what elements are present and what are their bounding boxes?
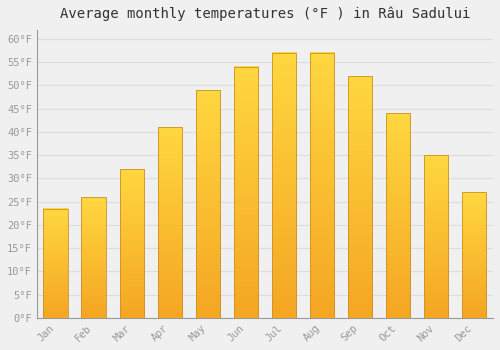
Title: Average monthly temperatures (°F ) in Râu Sadului: Average monthly temperatures (°F ) in Râ… xyxy=(60,7,470,21)
Bar xyxy=(310,53,334,318)
Bar xyxy=(348,76,372,318)
Bar xyxy=(120,169,144,318)
Bar xyxy=(158,127,182,318)
Bar xyxy=(462,192,486,318)
Bar xyxy=(82,197,106,318)
Bar xyxy=(424,155,448,318)
Bar xyxy=(196,90,220,318)
Bar xyxy=(234,67,258,318)
Bar xyxy=(272,53,296,318)
Bar xyxy=(44,209,68,318)
Bar xyxy=(386,113,410,318)
